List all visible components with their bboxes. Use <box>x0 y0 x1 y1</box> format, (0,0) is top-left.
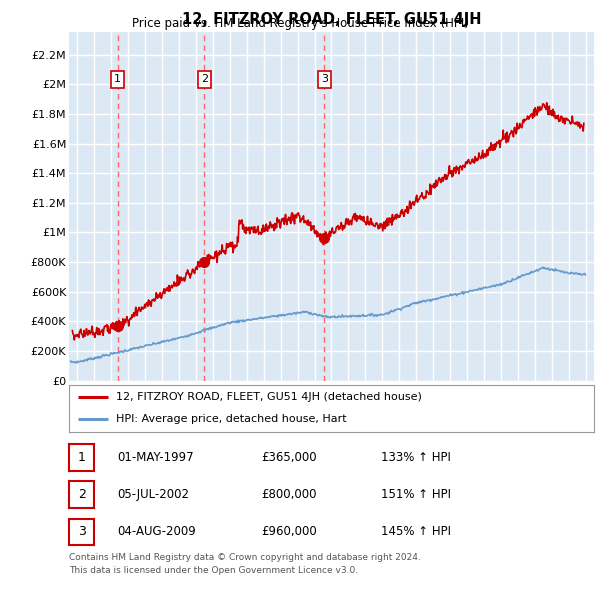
Text: £365,000: £365,000 <box>261 451 317 464</box>
Text: This data is licensed under the Open Government Licence v3.0.: This data is licensed under the Open Gov… <box>69 566 358 575</box>
Text: HPI: Average price, detached house, Hart: HPI: Average price, detached house, Hart <box>116 414 347 424</box>
Text: £800,000: £800,000 <box>261 488 317 501</box>
Text: £960,000: £960,000 <box>261 525 317 539</box>
Text: Contains HM Land Registry data © Crown copyright and database right 2024.: Contains HM Land Registry data © Crown c… <box>69 553 421 562</box>
Text: Price paid vs. HM Land Registry's House Price Index (HPI): Price paid vs. HM Land Registry's House … <box>131 17 469 30</box>
Title: 12, FITZROY ROAD, FLEET, GU51 4JH: 12, FITZROY ROAD, FLEET, GU51 4JH <box>182 12 481 27</box>
Text: 05-JUL-2002: 05-JUL-2002 <box>117 488 189 501</box>
Text: 12, FITZROY ROAD, FLEET, GU51 4JH (detached house): 12, FITZROY ROAD, FLEET, GU51 4JH (detac… <box>116 392 422 402</box>
Text: 145% ↑ HPI: 145% ↑ HPI <box>381 525 451 539</box>
Text: 2: 2 <box>77 488 86 501</box>
Text: 3: 3 <box>321 74 328 84</box>
Text: 04-AUG-2009: 04-AUG-2009 <box>117 525 196 539</box>
Text: 2: 2 <box>201 74 208 84</box>
Text: 3: 3 <box>77 525 86 539</box>
Text: 1: 1 <box>114 74 121 84</box>
Text: 133% ↑ HPI: 133% ↑ HPI <box>381 451 451 464</box>
Text: 01-MAY-1997: 01-MAY-1997 <box>117 451 194 464</box>
Text: 1: 1 <box>77 451 86 464</box>
Text: 151% ↑ HPI: 151% ↑ HPI <box>381 488 451 501</box>
